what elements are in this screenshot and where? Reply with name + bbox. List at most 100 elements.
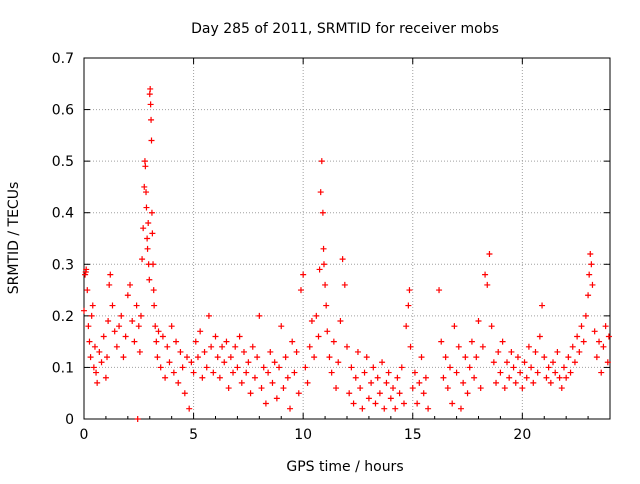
data-point (541, 354, 548, 361)
data-point (150, 261, 157, 268)
data-point (416, 379, 423, 386)
data-point (385, 369, 392, 376)
data-point (464, 390, 471, 397)
data-point (361, 369, 368, 376)
data-point (144, 245, 151, 252)
data-point (473, 354, 480, 361)
data-point (488, 323, 495, 330)
x-tick-label: 15 (404, 427, 422, 443)
data-point (563, 374, 570, 381)
data-point (550, 359, 557, 366)
data-point (293, 348, 300, 355)
data-point (411, 369, 418, 376)
data-point (322, 281, 329, 288)
data-point (179, 364, 186, 371)
data-point (521, 359, 528, 366)
data-point (282, 354, 289, 361)
data-point (357, 385, 364, 392)
data-point (368, 379, 375, 386)
data-point (230, 369, 237, 376)
data-point (545, 364, 552, 371)
data-point (471, 374, 478, 381)
data-point (260, 364, 267, 371)
data-point (578, 323, 585, 330)
data-point (208, 343, 215, 350)
data-point (304, 379, 311, 386)
data-point (106, 281, 113, 288)
data-point (177, 348, 184, 355)
data-point (576, 348, 583, 355)
data-point (223, 338, 230, 345)
data-point (372, 400, 379, 407)
data-point (569, 343, 576, 350)
data-point (567, 369, 574, 376)
data-point (225, 385, 232, 392)
data-point (254, 354, 261, 361)
data-point (547, 379, 554, 386)
data-point (181, 390, 188, 397)
data-point (124, 292, 131, 299)
data-point (145, 220, 152, 227)
data-point (365, 395, 372, 402)
grid (84, 58, 610, 419)
data-point (398, 364, 405, 371)
data-point (330, 338, 337, 345)
data-point (135, 323, 142, 330)
data-point (506, 374, 513, 381)
data-point (418, 354, 425, 361)
data-point (109, 302, 116, 309)
data-point (251, 374, 258, 381)
data-point (205, 312, 212, 319)
data-point (289, 338, 296, 345)
data-point (87, 354, 94, 361)
x-tick-label: 5 (189, 427, 198, 443)
data-point (297, 287, 304, 294)
data-point (455, 343, 462, 350)
data-point (159, 333, 166, 340)
data-point (173, 338, 180, 345)
data-point (328, 369, 335, 376)
data-point (136, 348, 143, 355)
data-point (140, 225, 147, 232)
data-point (146, 91, 153, 98)
data-point (447, 364, 454, 371)
data-point (143, 204, 150, 211)
data-point (134, 416, 141, 422)
data-point (227, 354, 234, 361)
y-axis-label: SRMTID / TECUs (6, 182, 22, 295)
data-point (137, 312, 144, 319)
data-point (219, 343, 226, 350)
data-point (571, 359, 578, 366)
data-point (152, 323, 159, 330)
data-point (316, 266, 323, 273)
data-point (352, 374, 359, 381)
data-point (81, 307, 87, 314)
data-point (536, 333, 543, 340)
data-point (543, 374, 550, 381)
data-point (405, 302, 412, 309)
data-point (236, 333, 243, 340)
data-point (600, 343, 607, 350)
data-point (477, 385, 484, 392)
data-point (247, 390, 254, 397)
data-point (313, 312, 320, 319)
data-point (354, 348, 361, 355)
data-point (271, 359, 278, 366)
data-point (188, 359, 195, 366)
data-point (142, 163, 149, 170)
data-point (588, 261, 595, 268)
data-point (184, 354, 191, 361)
data-point (100, 333, 107, 340)
data-point (591, 328, 598, 335)
y-tick-label: 0.4 (52, 206, 74, 222)
data-point (295, 390, 302, 397)
data-point (586, 271, 593, 278)
data-point (276, 364, 283, 371)
data-point (221, 359, 228, 366)
data-point (144, 235, 151, 242)
data-point (438, 338, 445, 345)
data-point (168, 323, 175, 330)
data-point (379, 359, 386, 366)
data-point (243, 369, 250, 376)
data-point (482, 271, 489, 278)
